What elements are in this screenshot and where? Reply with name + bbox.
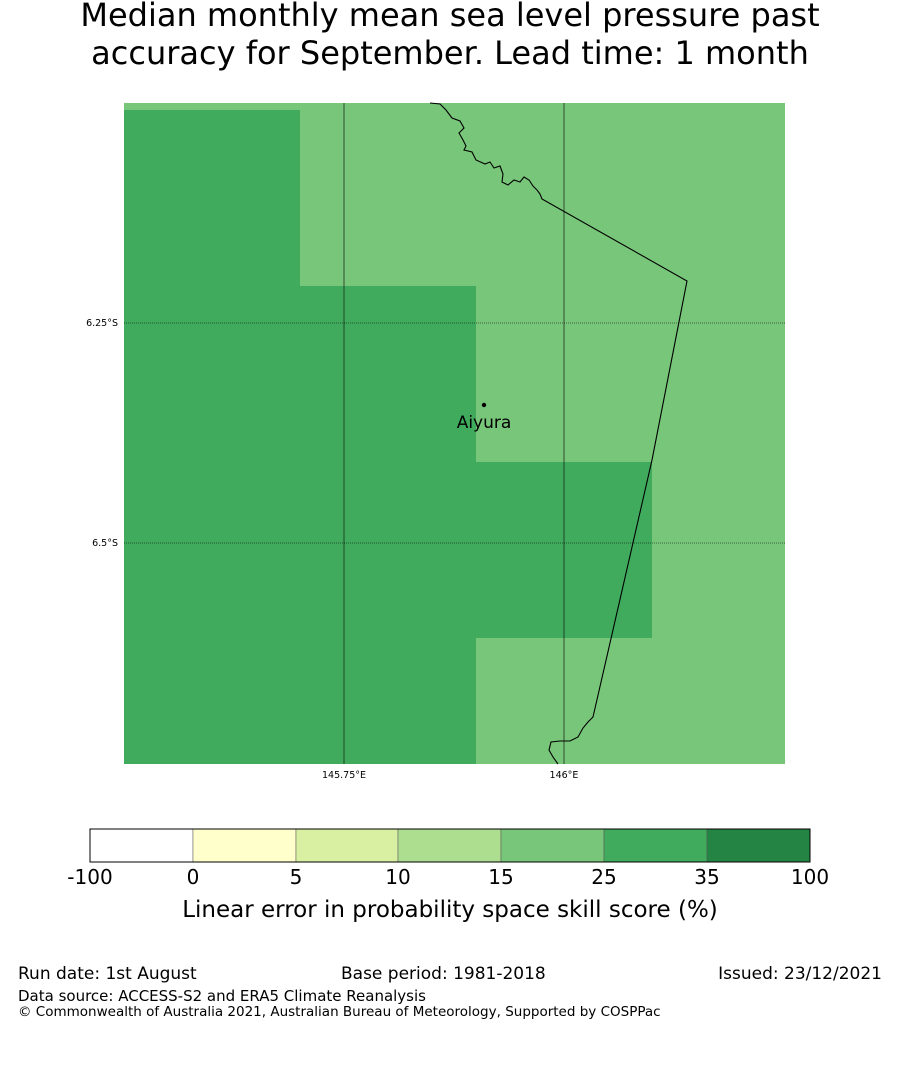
colorbar-segment-3: [295, 828, 399, 863]
lon-label-145-75: 145.75°E: [322, 770, 366, 781]
aiyura-label: Aiyura: [457, 413, 512, 433]
colorbar-outline: [89, 828, 811, 863]
lon-label-146: 146°E: [550, 770, 579, 781]
lat-label-6-25: 6.25°S: [86, 318, 118, 329]
colorbar-segment-2: [192, 828, 297, 863]
skill-map: Aiyura 6.25°S 6.5°S 145.75°E 146°E -100 …: [67, 102, 829, 923]
data-source: Data source: ACCESS-S2 and ERA5 Climate …: [18, 987, 426, 1005]
lat-label-6-5: 6.5°S: [92, 538, 118, 549]
colorbar-tick-8: 100: [791, 865, 829, 889]
colorbar-tick-5: 15: [488, 865, 513, 889]
title-line-1: Median monthly mean sea level pressure p…: [80, 0, 820, 34]
colorbar-segment-4: [397, 828, 502, 863]
colorbar-label: Linear error in probability space skill …: [182, 897, 718, 923]
grid-cell-high-2: [124, 286, 476, 764]
boundary-line: [429, 102, 688, 765]
map-panel: Aiyura 6.25°S 6.5°S 145.75°E 146°E: [86, 102, 785, 781]
grid-cell-high-1: [124, 110, 300, 286]
colorbar-tick-6: 25: [591, 865, 616, 889]
colorbar-tick-4: 10: [385, 865, 410, 889]
title-line-2: accuracy for September. Lead time: 1 mon…: [91, 34, 809, 72]
colorbar-segment-6: [603, 828, 708, 863]
colorbar-tick-7: 35: [694, 865, 719, 889]
colorbar-tick-1: -100: [67, 865, 112, 889]
base-period: Base period: 1981-2018: [341, 964, 546, 984]
issued-date: Issued: 23/12/2021: [718, 964, 882, 984]
colorbar: -100 0 5 10 15 25 35 100 Linear error in…: [67, 828, 829, 923]
map-title: Median monthly mean sea level pressure p…: [0, 0, 900, 72]
colorbar-tick-2: 0: [187, 865, 200, 889]
colorbar-segment-7: [706, 828, 811, 863]
colorbar-segment-1: [89, 828, 194, 863]
colorbar-tick-3: 5: [290, 865, 303, 889]
copyright-notice: © Commonwealth of Australia 2021, Austra…: [18, 1004, 661, 1020]
aiyura-marker: [481, 402, 487, 408]
colorbar-segment-5: [500, 828, 605, 863]
run-date: Run date: 1st August: [18, 964, 197, 984]
